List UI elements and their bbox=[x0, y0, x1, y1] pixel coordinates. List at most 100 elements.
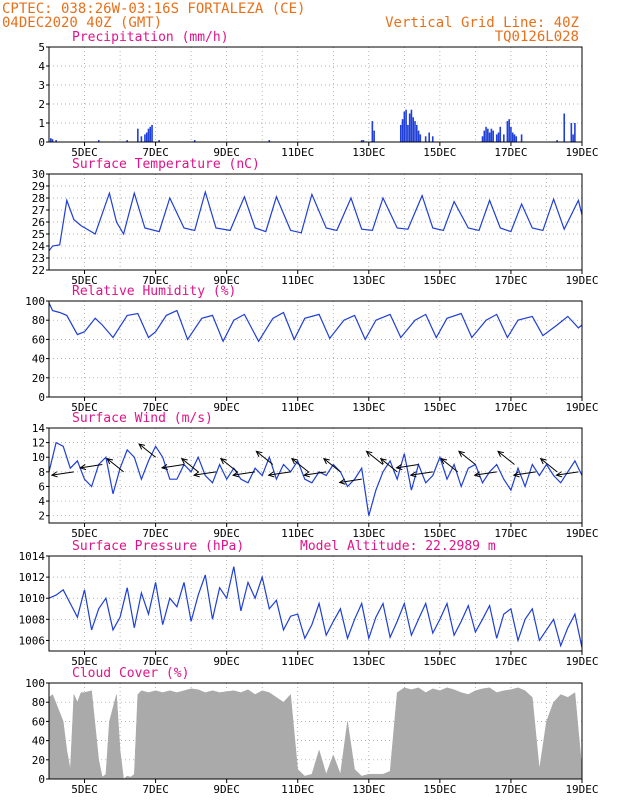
x-tick-label: 13DEC bbox=[352, 401, 385, 414]
y-tick-label: 29 bbox=[32, 180, 45, 193]
precip-bar bbox=[485, 126, 487, 142]
wind-arrow bbox=[380, 458, 398, 473]
x-tick-label: 13DEC bbox=[352, 655, 385, 668]
precip-bar bbox=[503, 134, 505, 142]
precip-bar bbox=[149, 126, 152, 142]
wind-arrow bbox=[366, 450, 384, 465]
precip-bar bbox=[511, 132, 514, 142]
wind-arrowhead bbox=[192, 471, 200, 478]
y-tick-label: 27 bbox=[32, 204, 45, 217]
precip-bar bbox=[403, 111, 406, 142]
precip-bar bbox=[492, 130, 494, 142]
precip-bar bbox=[481, 136, 484, 142]
wind-arrow bbox=[106, 458, 124, 473]
precip-bar bbox=[371, 121, 374, 142]
precip-bar bbox=[495, 134, 498, 142]
x-tick-label: 5DEC bbox=[71, 527, 98, 540]
y-tick-label: 20 bbox=[32, 372, 45, 385]
wind-arrowhead bbox=[512, 471, 520, 478]
wind-arrow bbox=[233, 471, 256, 476]
x-tick-label: 17DEC bbox=[494, 146, 527, 159]
precip-bar bbox=[513, 134, 516, 142]
precip-bar bbox=[572, 134, 574, 142]
y-tick-label: 22 bbox=[32, 264, 45, 277]
precip-bar bbox=[51, 139, 54, 142]
wind-arrowhead bbox=[338, 478, 346, 485]
panel-title: Precipitation (mm/h) bbox=[72, 30, 229, 45]
wind-arrow bbox=[396, 464, 419, 469]
precip-bar bbox=[510, 126, 512, 142]
wind-arrow bbox=[540, 458, 558, 473]
wind-arrowhead bbox=[473, 471, 481, 478]
wind-arrow bbox=[513, 471, 536, 476]
precip-bar bbox=[55, 140, 57, 142]
precip-bar bbox=[563, 113, 566, 142]
x-tick-label: 9DEC bbox=[213, 401, 240, 414]
x-tick-label: 9DEC bbox=[213, 146, 240, 159]
panel-pressure: Surface Pressure (hPa) Model Altitude: 22… bbox=[19, 539, 599, 668]
precip-bar bbox=[268, 140, 271, 142]
y-tick-label: 40 bbox=[32, 735, 45, 748]
y-tick-label: 60 bbox=[32, 715, 45, 728]
precip-bar bbox=[97, 140, 100, 142]
precip-bar bbox=[399, 124, 402, 142]
wind-arrow bbox=[410, 471, 433, 476]
y-tick-label: 8 bbox=[38, 466, 45, 479]
x-tick-label: 19DEC bbox=[565, 401, 598, 414]
x-tick-label: 15DEC bbox=[423, 274, 456, 287]
precip-bar bbox=[193, 140, 196, 142]
y-tick-label: 14 bbox=[32, 422, 46, 435]
temp-line bbox=[48, 189, 583, 252]
precip-bar bbox=[158, 140, 160, 142]
y-tick-label: 1006 bbox=[19, 634, 46, 647]
wind-arrow bbox=[161, 464, 185, 469]
plot-frame bbox=[48, 173, 583, 271]
x-tick-label: 11DEC bbox=[281, 655, 314, 668]
x-tick-label: 19DEC bbox=[565, 783, 598, 796]
precip-bar bbox=[506, 121, 509, 142]
precip-bar bbox=[137, 128, 139, 142]
y-tick-label: 0 bbox=[38, 773, 45, 786]
precip-bar bbox=[515, 136, 518, 142]
precip-bar bbox=[431, 136, 434, 142]
plot-frame bbox=[48, 427, 583, 524]
x-tick-label: 7DEC bbox=[142, 527, 169, 540]
precip-bar bbox=[508, 119, 510, 142]
wind-arrowhead bbox=[160, 464, 168, 471]
x-tick-label: 9DEC bbox=[213, 527, 240, 540]
wind-arrowhead bbox=[106, 457, 114, 465]
x-tick-label: 15DEC bbox=[423, 401, 456, 414]
x-tick-label: 17DEC bbox=[494, 655, 527, 668]
wind-arrow bbox=[323, 458, 341, 473]
y-tick-label: 3 bbox=[38, 79, 45, 92]
panel-precip: Precipitation (mm/h) 0 1 2 3 4 5 5DEC 7DEC 9DEC 11… bbox=[38, 30, 598, 159]
x-tick-label: 11DEC bbox=[281, 274, 314, 287]
x-tick-label: 5DEC bbox=[71, 146, 98, 159]
precip-bar bbox=[49, 138, 52, 142]
wind-arrow bbox=[220, 458, 238, 473]
x-tick-label: 7DEC bbox=[142, 783, 169, 796]
y-tick-label: 12 bbox=[32, 437, 45, 450]
wind-arrow bbox=[339, 478, 362, 483]
wind-arrowhead bbox=[440, 457, 448, 465]
header-line2: 04DEC2020 40Z (GMT) bbox=[2, 15, 162, 31]
x-tick-label: 17DEC bbox=[494, 527, 527, 540]
wind-arrow bbox=[181, 458, 199, 473]
precip-bar bbox=[556, 140, 558, 142]
precip-bar bbox=[373, 130, 375, 142]
y-tick-label: 30 bbox=[32, 168, 45, 181]
x-tick-label: 7DEC bbox=[142, 655, 169, 668]
panel-wind: Surface Wind (m/s) 2 4 68 1012 14 5DEC 7DEC 9DEC… bbox=[32, 411, 599, 540]
x-tick-label: 7DEC bbox=[142, 401, 169, 414]
panel-title: Surface Wind (m/s) bbox=[72, 411, 213, 426]
precip-bar bbox=[412, 117, 415, 142]
x-tick-label: 11DEC bbox=[281, 527, 314, 540]
wind-arrow bbox=[458, 450, 476, 465]
wind-arrowhead bbox=[290, 457, 298, 465]
y-tick-label: 2 bbox=[38, 98, 45, 111]
precip-bar bbox=[140, 136, 143, 142]
header-grid-note: Vertical Grid Line: 40Z bbox=[385, 15, 579, 31]
y-tick-label: 1008 bbox=[19, 613, 46, 626]
precip-bar bbox=[126, 140, 128, 142]
plot-frame bbox=[48, 682, 583, 780]
